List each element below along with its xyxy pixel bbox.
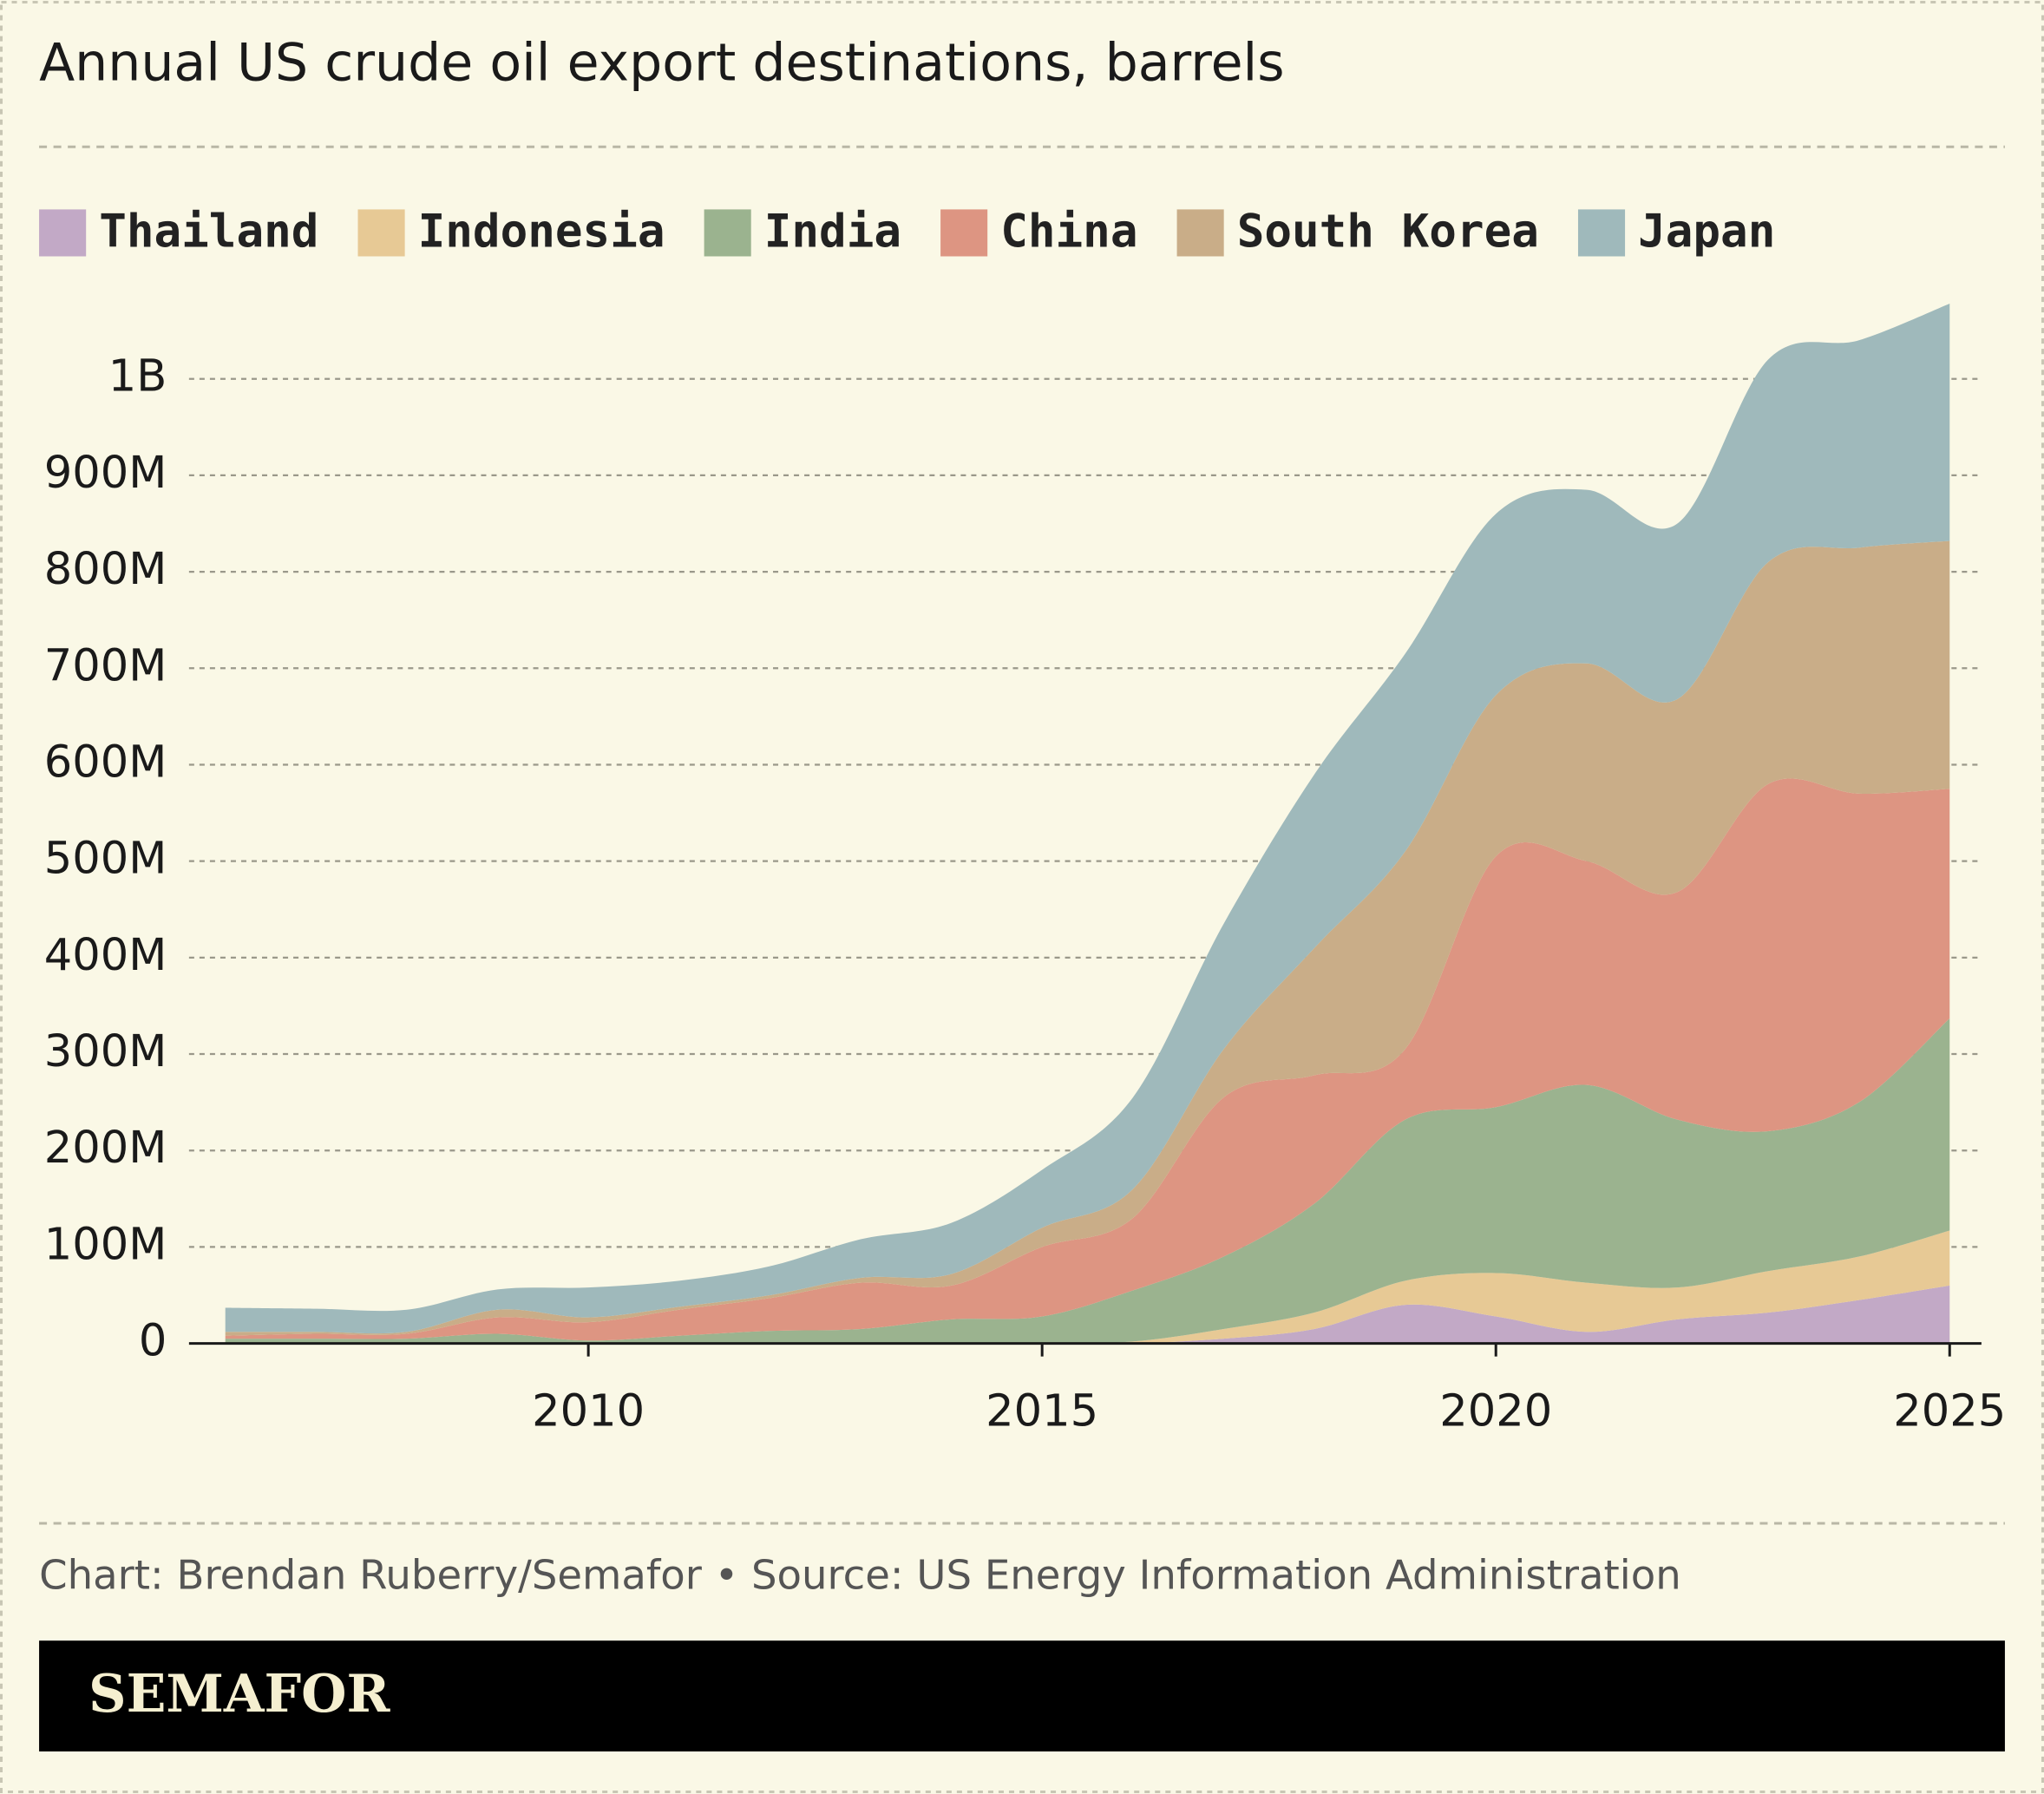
brand-bar <box>39 1640 2005 1751</box>
y-tick-label: 0 <box>139 1316 167 1367</box>
legend-label: South Korea <box>1237 206 1539 259</box>
y-tick-label: 500M <box>44 834 167 885</box>
x-tick-label: 2025 <box>1893 1386 2006 1437</box>
legend-swatch <box>39 209 87 257</box>
legend-label: Indonesia <box>418 206 665 259</box>
y-tick-label: 1B <box>108 351 167 403</box>
y-tick-label: 900M <box>44 448 167 499</box>
chart-title: Annual US crude oil export destinations,… <box>39 33 1285 94</box>
x-tick-label: 2020 <box>1439 1386 1552 1437</box>
area <box>225 304 1950 1334</box>
y-tick-label: 300M <box>44 1026 167 1077</box>
area <box>225 1230 1950 1345</box>
legend-swatch <box>1176 209 1224 257</box>
legend-label: China <box>1000 206 1137 259</box>
y-tick-label: 800M <box>44 544 167 595</box>
y-tick-label: 100M <box>44 1219 167 1270</box>
brand-logo: SEMAFOR <box>88 1664 390 1725</box>
legend-swatch <box>940 209 988 257</box>
legend-swatch <box>704 209 751 257</box>
plot-area: 0 100M 200M 300M 400M 500M 600M 700M 800M 900M 1B 2… <box>44 304 2006 1437</box>
y-tick-label: 400M <box>44 930 167 981</box>
y-tick-label: 600M <box>44 737 167 788</box>
area <box>225 1018 1950 1344</box>
legend-label: Japan <box>1638 206 1775 259</box>
y-tick-label: 200M <box>44 1123 167 1174</box>
legend-label: Thailand <box>99 206 318 259</box>
legend: Thailand Indonesia India China South Korea Ja… <box>39 206 1775 259</box>
x-tick-label: 2015 <box>986 1386 1098 1437</box>
x-tick-label: 2010 <box>532 1386 645 1437</box>
legend-swatch <box>1577 209 1626 257</box>
area <box>225 540 1950 1336</box>
legend-label: India <box>764 206 901 259</box>
y-tick-label: 700M <box>44 640 167 691</box>
area <box>225 1285 1950 1345</box>
area <box>225 778 1950 1341</box>
source-note: Chart: Brendan Ruberry/Semafor • Source:… <box>39 1552 1681 1599</box>
legend-swatch <box>357 209 405 257</box>
